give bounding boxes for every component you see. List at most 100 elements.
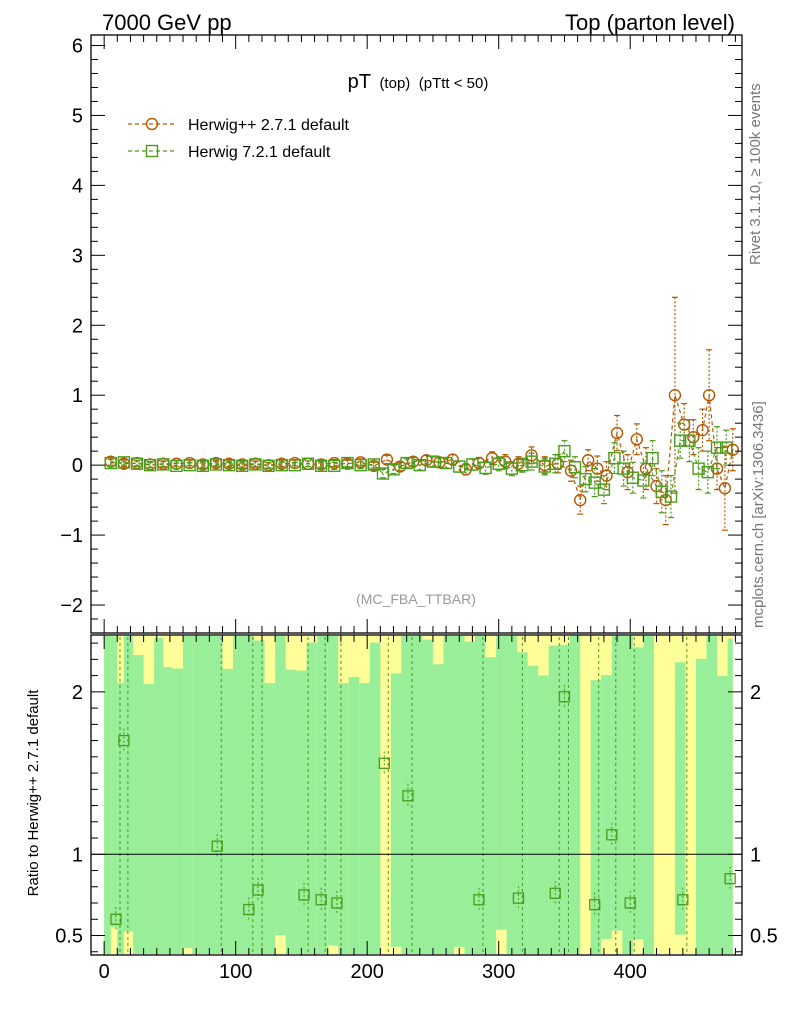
data-point-square [387,463,400,476]
data-point-square [262,459,275,473]
ratio-band-green [548,645,560,954]
ratio-y-tick-label-left: 1 [72,844,83,866]
data-point-square [664,490,678,503]
ratio-band-green [359,683,370,954]
data-point-square [288,458,302,472]
ratio-marker [211,840,223,852]
ratio-band-green [172,668,184,954]
ratio-band-green [143,684,155,954]
data-point-circle [393,460,407,473]
ratio-y-tick-label-right: 1 [750,844,761,866]
ratio-band-green [285,669,297,954]
ratio-marker [402,790,414,802]
data-point-square [701,465,715,479]
data-point-square [196,459,209,473]
ratio-band-green [183,636,193,948]
y-tick-label: 3 [72,245,83,267]
data-point-square [413,458,426,472]
ratio-band-green [133,654,144,954]
ratio-band-green [632,647,644,940]
data-point-square [183,458,196,472]
ratio-band-green [401,636,412,954]
ratio-band-green [211,636,223,954]
ratio-band-green [506,636,518,954]
legend-label-herwig7: Herwig 7.2.1 default [188,144,331,161]
ratio-band-green [264,683,276,954]
ratio-band-green [243,636,255,954]
data-point-square [516,458,529,472]
data-point-square [617,462,630,475]
ratio-band-green [192,636,202,954]
ratio-marker [624,897,636,909]
y-tick-label: −2 [60,595,83,617]
data-point-square [479,461,492,475]
data-point-square [492,457,505,470]
y-tick-label: 0 [72,455,83,477]
ratio-marker [315,894,327,906]
data-point-square [579,472,592,486]
data-point-circle [702,388,716,402]
header-right: Top (parton level) [565,10,735,35]
ratio-band-green [475,636,486,954]
ratio-band-green [338,683,349,954]
ratio-band-green [222,668,234,954]
ratio-series-herwig7 [110,637,736,953]
ratio-band-green [695,658,707,954]
ratio-band-green [104,636,111,954]
data-point-circle [610,426,624,440]
data-point-square [367,458,380,471]
ratio-band-green [110,636,118,928]
x-tick-label: 0 [99,961,110,983]
data-point-square [130,457,144,470]
ratio-y-tick-label-left: 0.5 [55,926,83,948]
y-tick-label: 2 [72,315,83,337]
data-point-circle [696,423,709,437]
ratio-band-green [717,676,728,954]
ratio-band-green [411,636,423,954]
main-plot-frame [90,34,743,634]
data-point-square [608,451,621,465]
series-line [110,395,734,502]
data-point-square [525,455,538,468]
data-point-square [275,458,288,472]
data-point-square [558,444,571,458]
data-point-circle [687,430,700,444]
ratio-plot-frame [90,634,743,956]
data-point-square [597,483,611,496]
ratio-marker [252,884,264,896]
ratio-band-green [432,664,444,954]
ratio-band-green [254,640,265,954]
ratio-marker [331,897,343,909]
analysis-tag: (MC_FBA_TTBAR) [356,591,476,607]
data-point-square [104,456,117,470]
data-point-square [453,460,466,473]
data-point-square [466,458,479,471]
ratio-band-green [348,677,360,954]
mcplots-label: mcplots.cern.ch [arXiv:1306.3436] [750,401,767,628]
data-point-square [720,441,733,454]
data-point-circle [525,449,538,462]
y-tick-label: 1 [72,385,83,407]
data-point-square [710,441,724,454]
ratio-y-tick-label-right: 0.5 [750,926,778,948]
legend-marker-herwigpp [145,117,159,131]
data-point-square [568,461,582,474]
data-point-square [249,458,262,471]
ratio-marker [378,757,390,769]
data-point-circle [380,453,394,466]
ratio-band-green [233,636,244,954]
data-point-circle [564,464,578,477]
ratio-marker [243,903,255,916]
ratio-marker [677,894,689,906]
data-point-square [328,459,341,473]
ratio-band-green [117,682,124,954]
ratio-band-green [443,636,454,954]
ratio-band-green [123,636,134,932]
y-tick-label: 6 [72,35,83,57]
ratio-band-green [622,636,633,954]
ratio-marker [118,734,130,747]
y-tick-label: 5 [72,105,83,127]
ratio-marker [589,898,601,911]
legend-marker-herwig7 [145,144,159,158]
legend-label-herwigpp: Herwig++ 2.7.1 default [188,117,350,134]
